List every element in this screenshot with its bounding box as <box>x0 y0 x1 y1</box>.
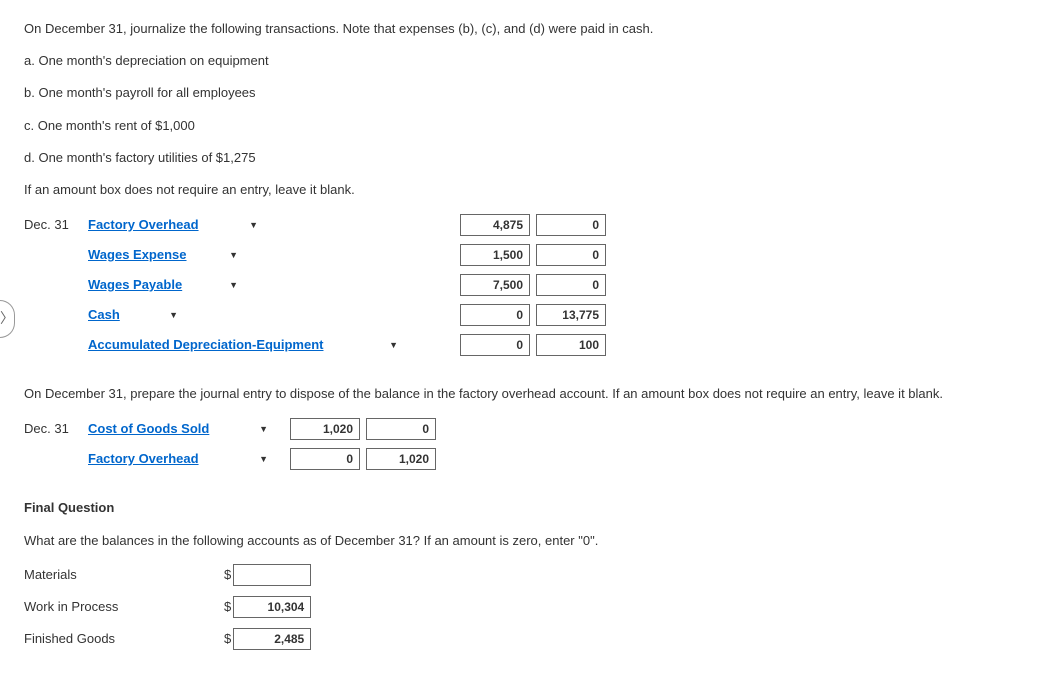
side-nav-tab[interactable]: 〉 <box>0 300 15 338</box>
debit-input[interactable]: 4,875 <box>460 214 530 236</box>
amounts: 1,020 0 <box>284 418 436 440</box>
item-d: d. One month's factory utilities of $1,2… <box>24 149 1020 167</box>
date-label: Dec. 31 <box>24 216 84 234</box>
debit-input[interactable]: 0 <box>290 448 360 470</box>
item-b: b. One month's payroll for all employees <box>24 84 1020 102</box>
amounts: 1,500 0 <box>454 244 606 266</box>
chevron-down-icon: ▼ <box>169 309 178 322</box>
date-label: Dec. 31 <box>24 420 84 438</box>
account-select[interactable]: Factory Overhead ▼ <box>84 213 262 237</box>
final-prompt: What are the balances in the following a… <box>24 532 1020 550</box>
journal-entry-2: Dec. 31Cost of Goods Sold▼1,0200Factory … <box>24 417 1020 471</box>
account-select[interactable]: Wages Payable ▼ <box>84 273 242 297</box>
account-cell: Factory Overhead ▼ <box>84 213 454 237</box>
account-cell: Cash ▼ <box>84 303 454 327</box>
journal-row: Dec. 31Cost of Goods Sold ▼ 1,020 0 <box>24 417 1020 441</box>
amounts: 0 13,775 <box>454 304 606 326</box>
chevron-down-icon: ▼ <box>229 249 238 262</box>
account-cell: Cost of Goods Sold ▼ <box>84 417 284 441</box>
account-cell: Factory Overhead ▼ <box>84 447 284 471</box>
account-cell: Accumulated Depreciation-Equipment ▼ <box>84 333 454 357</box>
credit-input[interactable]: 0 <box>536 214 606 236</box>
account-select[interactable]: Factory Overhead ▼ <box>84 447 272 471</box>
chevron-down-icon: ▼ <box>249 219 258 232</box>
amounts: 4,875 0 <box>454 214 606 236</box>
balance-row: Finished Goods$2,485 <box>24 628 1020 650</box>
debit-input[interactable]: 0 <box>460 334 530 356</box>
dispose-instruction: On December 31, prepare the journal entr… <box>24 385 1020 403</box>
credit-input[interactable]: 0 <box>536 274 606 296</box>
amounts: 0 1,020 <box>284 448 436 470</box>
debit-input[interactable]: 1,500 <box>460 244 530 266</box>
account-label: Cash <box>88 306 120 324</box>
journal-entry-1: Dec. 31Factory Overhead▼4,8750Wages Expe… <box>24 213 1020 357</box>
credit-input[interactable]: 0 <box>366 418 436 440</box>
account-label: Cost of Goods Sold <box>88 420 209 438</box>
journal-row: Factory Overhead ▼ 0 1,020 <box>24 447 1020 471</box>
debit-input[interactable]: 1,020 <box>290 418 360 440</box>
item-c: c. One month's rent of $1,000 <box>24 117 1020 135</box>
journal-row: Wages Payable ▼ 7,500 0 <box>24 273 1020 297</box>
amounts: 7,500 0 <box>454 274 606 296</box>
journal-row: Wages Expense ▼ 1,500 0 <box>24 243 1020 267</box>
chevron-down-icon: ▼ <box>259 453 268 466</box>
balance-label: Work in Process <box>24 598 224 616</box>
instruction-text: On December 31, journalize the following… <box>24 20 1020 38</box>
final-balances: Materials$Work in Process$10,304Finished… <box>24 564 1020 650</box>
balance-row: Work in Process$10,304 <box>24 596 1020 618</box>
dollar-sign: $ <box>224 598 231 616</box>
credit-input[interactable]: 0 <box>536 244 606 266</box>
credit-input[interactable]: 100 <box>536 334 606 356</box>
chevron-down-icon: ▼ <box>229 279 238 292</box>
account-select[interactable]: Accumulated Depreciation-Equipment ▼ <box>84 333 402 357</box>
account-cell: Wages Payable ▼ <box>84 273 454 297</box>
chevron-down-icon: ▼ <box>389 339 398 352</box>
amounts: 0 100 <box>454 334 606 356</box>
debit-input[interactable]: 0 <box>460 304 530 326</box>
balance-input[interactable]: 10,304 <box>233 596 311 618</box>
account-select[interactable]: Cash ▼ <box>84 303 182 327</box>
item-a: a. One month's depreciation on equipment <box>24 52 1020 70</box>
balance-label: Materials <box>24 566 224 584</box>
balance-label: Finished Goods <box>24 630 224 648</box>
balance-input[interactable]: 2,485 <box>233 628 311 650</box>
account-cell: Wages Expense ▼ <box>84 243 454 267</box>
blank-note: If an amount box does not require an ent… <box>24 181 1020 199</box>
account-select[interactable]: Wages Expense ▼ <box>84 243 242 267</box>
credit-input[interactable]: 1,020 <box>366 448 436 470</box>
credit-input[interactable]: 13,775 <box>536 304 606 326</box>
journal-row: Dec. 31Factory Overhead ▼ 4,875 0 <box>24 213 1020 237</box>
chevron-right-icon: 〉 <box>0 309 14 329</box>
dollar-sign: $ <box>224 566 231 584</box>
balance-row: Materials$ <box>24 564 1020 586</box>
journal-row: Cash ▼ 0 13,775 <box>24 303 1020 327</box>
account-label: Accumulated Depreciation-Equipment <box>88 336 323 354</box>
account-label: Wages Payable <box>88 276 182 294</box>
chevron-down-icon: ▼ <box>259 423 268 436</box>
account-label: Wages Expense <box>88 246 187 264</box>
final-heading: Final Question <box>24 499 1020 517</box>
journal-row: Accumulated Depreciation-Equipment ▼ 0 100 <box>24 333 1020 357</box>
account-select[interactable]: Cost of Goods Sold ▼ <box>84 417 272 441</box>
balance-input[interactable] <box>233 564 311 586</box>
debit-input[interactable]: 7,500 <box>460 274 530 296</box>
dollar-sign: $ <box>224 630 231 648</box>
account-label: Factory Overhead <box>88 216 199 234</box>
account-label: Factory Overhead <box>88 450 199 468</box>
